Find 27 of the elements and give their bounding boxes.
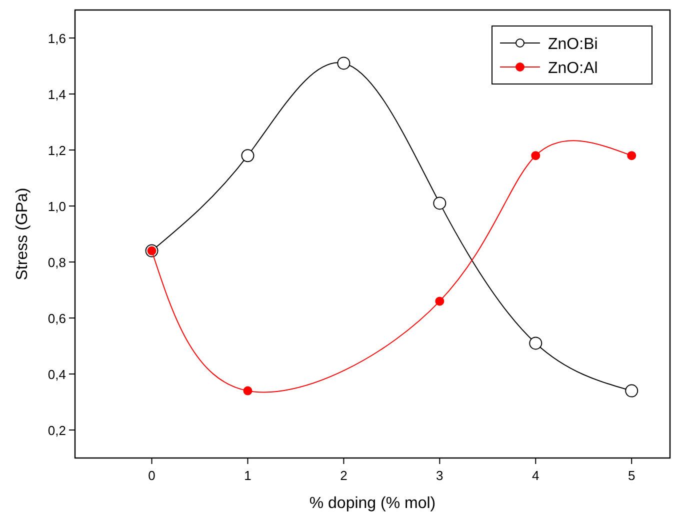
x-tick-label: 1 [244, 468, 252, 483]
y-tick-label: 0,8 [48, 255, 66, 270]
y-axis-title: Stress (GPa) [14, 188, 31, 280]
y-tick-label: 0,4 [48, 367, 66, 382]
point [627, 151, 636, 160]
y-tick-label: 1,6 [48, 31, 66, 46]
x-tick-label: 0 [148, 468, 156, 483]
y-tick-label: 1,2 [48, 143, 66, 158]
x-tick-label: 3 [436, 468, 444, 483]
point [531, 151, 540, 160]
y-tick-label: 0,2 [48, 423, 66, 438]
point [625, 384, 638, 398]
x-tick-label: 2 [340, 468, 348, 483]
x-axis-title: % doping (% mol) [309, 495, 436, 512]
y-tick-label: 1,4 [48, 87, 66, 102]
point [529, 336, 542, 350]
legend-label: ZnO:Bi [548, 36, 598, 53]
x-tick-label: 5 [628, 468, 636, 483]
point [243, 386, 252, 396]
point [433, 196, 446, 210]
x-tick-label: 4 [532, 468, 540, 483]
point [337, 56, 350, 70]
point [435, 296, 444, 306]
y-tick-label: 1,0 [48, 199, 66, 214]
point [241, 149, 254, 162]
legend-label: ZnO:Al [548, 60, 598, 77]
y-tick-label: 0,6 [48, 311, 66, 326]
